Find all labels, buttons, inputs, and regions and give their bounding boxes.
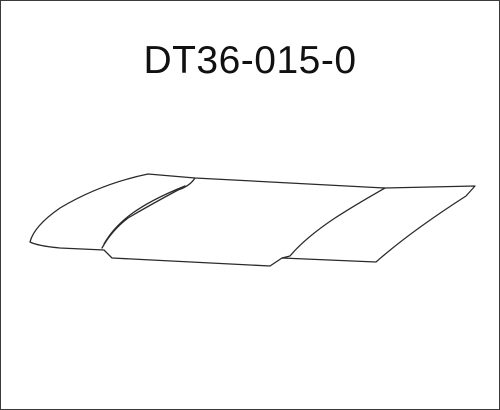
left-panel-edge — [101, 177, 196, 249]
hood-outline — [29, 173, 476, 267]
left-panel-crease — [103, 185, 186, 245]
right-panel-edge — [281, 187, 386, 259]
part-number-label: DT36-015-0 — [143, 39, 357, 82]
